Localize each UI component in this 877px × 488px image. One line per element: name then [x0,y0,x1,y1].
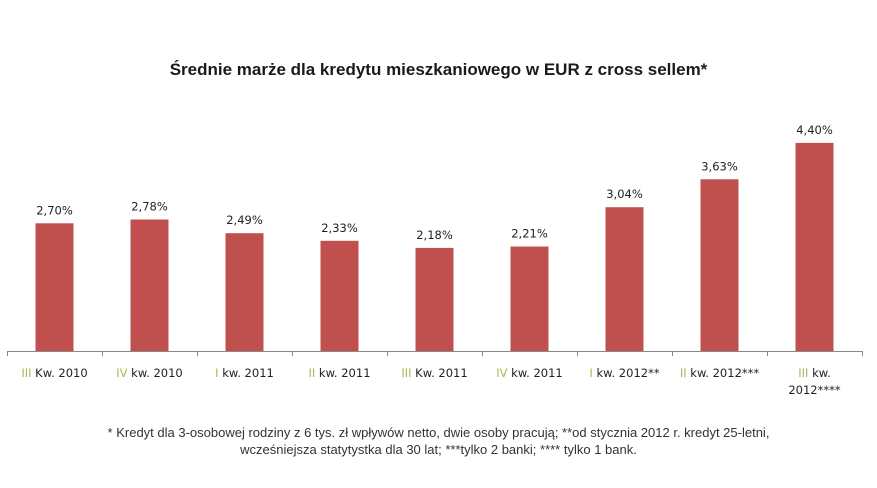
x-tick-label: II kw. 2011 [308,366,370,380]
data-label: 2,33% [321,221,358,235]
data-label: 4,40% [796,123,833,137]
data-label: 2,21% [511,227,548,241]
bar [795,142,834,351]
data-labels-group: 2,70% 2,78% 2,49% 2,33% 2,18% 2,21% 3,04% 3,63%… [36,123,833,242]
x-tick-label: I kw. 2011 [215,366,274,380]
chart-title: Średnie marże dla kredytu mieszkaniowego… [169,60,708,79]
bar [605,207,644,351]
x-tick-label: III Kw. 2011 [401,366,467,380]
bar [35,223,74,351]
data-label: 3,63% [701,159,738,173]
bar [320,240,359,351]
bar [225,233,264,351]
footnote: * Kredyt dla 3-osobowej rodziny z 6 tys.… [20,424,857,458]
data-label: 2,70% [36,203,73,217]
footnote-line: wcześniejsza statytystka dla 30 lat; ***… [240,442,637,457]
bar [700,179,739,351]
data-label: 3,04% [606,187,643,201]
x-tick-label: II kw. 2012*** [680,366,760,380]
bar [510,246,549,351]
x-tick-label: III Kw. 2010 [21,366,87,380]
x-tick-label: III kw. 2012**** [788,366,841,397]
x-tick-label: IV kw. 2010 [116,366,183,380]
x-tick-label: I kw. 2012** [589,366,659,380]
data-label: 2,78% [131,200,168,214]
x-axis-ticks [7,351,863,356]
x-tick-label: IV kw. 2011 [496,366,563,380]
data-label: 2,49% [226,213,263,227]
bars-group [35,142,834,351]
bar [415,247,454,351]
data-label: 2,18% [416,228,453,242]
bar [130,219,169,351]
footnote-line: * Kredyt dla 3-osobowej rodziny z 6 tys.… [107,425,770,440]
x-axis-tick-labels: III Kw. 2010 IV kw. 2010 I kw. 2011 II kw. … [21,366,841,397]
